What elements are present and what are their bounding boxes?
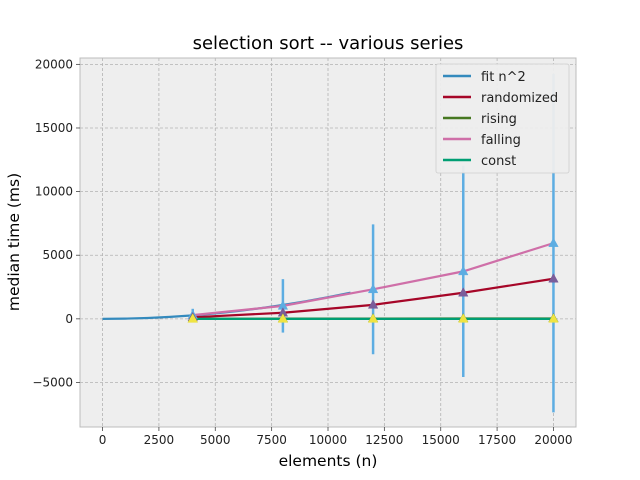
y-tick-label: 0	[65, 312, 73, 326]
legend-label-falling: falling	[481, 133, 521, 148]
legend: fit n^2 randomized rising falling const	[435, 63, 570, 174]
legend-box	[435, 63, 570, 174]
y-tick-label: −5000	[32, 375, 73, 389]
x-tick-label: 17500	[478, 433, 516, 447]
legend-label-const: const	[481, 154, 516, 169]
y-axis-label: median time (ms)	[5, 173, 23, 311]
y-tick-label: 15000	[35, 121, 73, 135]
legend-label-randomized: randomized	[481, 91, 558, 106]
x-axis-label: elements (n)	[279, 452, 378, 470]
y-tick-label: 10000	[35, 185, 73, 199]
const-marker	[187, 313, 198, 323]
const-marker	[548, 313, 559, 323]
y-tick-label: 5000	[42, 248, 73, 262]
x-tick-label: 15000	[422, 433, 460, 447]
x-tick-label: 5000	[200, 433, 231, 447]
x-tick-label: 0	[99, 433, 107, 447]
x-axis-ticks: 0 2500 5000 7500 10000 12500 15000 17500 20000	[99, 427, 573, 447]
y-axis-ticks: −5000 0 5000 10000 15000 20000	[32, 57, 80, 389]
legend-label-rising: rising	[481, 112, 517, 127]
x-tick-label: 12500	[365, 433, 403, 447]
falling-marker	[458, 265, 469, 276]
x-tick-label: 20000	[534, 433, 572, 447]
x-tick-label: 10000	[309, 433, 347, 447]
x-tick-label: 2500	[144, 433, 175, 447]
const-marker	[277, 313, 289, 323]
falling-marker	[548, 237, 559, 247]
randomized-marker	[367, 299, 379, 309]
x-tick-label: 7500	[256, 433, 287, 447]
chart-title: selection sort -- various series	[193, 33, 464, 54]
const-marker	[367, 313, 379, 323]
const-marker	[458, 313, 469, 323]
randomized-marker	[548, 273, 559, 283]
markers	[187, 237, 559, 323]
randomized-marker	[458, 287, 469, 297]
falling-marker	[367, 283, 379, 294]
legend-label-fit-n-2: fit n^2	[481, 70, 526, 85]
y-tick-label: 20000	[35, 57, 73, 71]
